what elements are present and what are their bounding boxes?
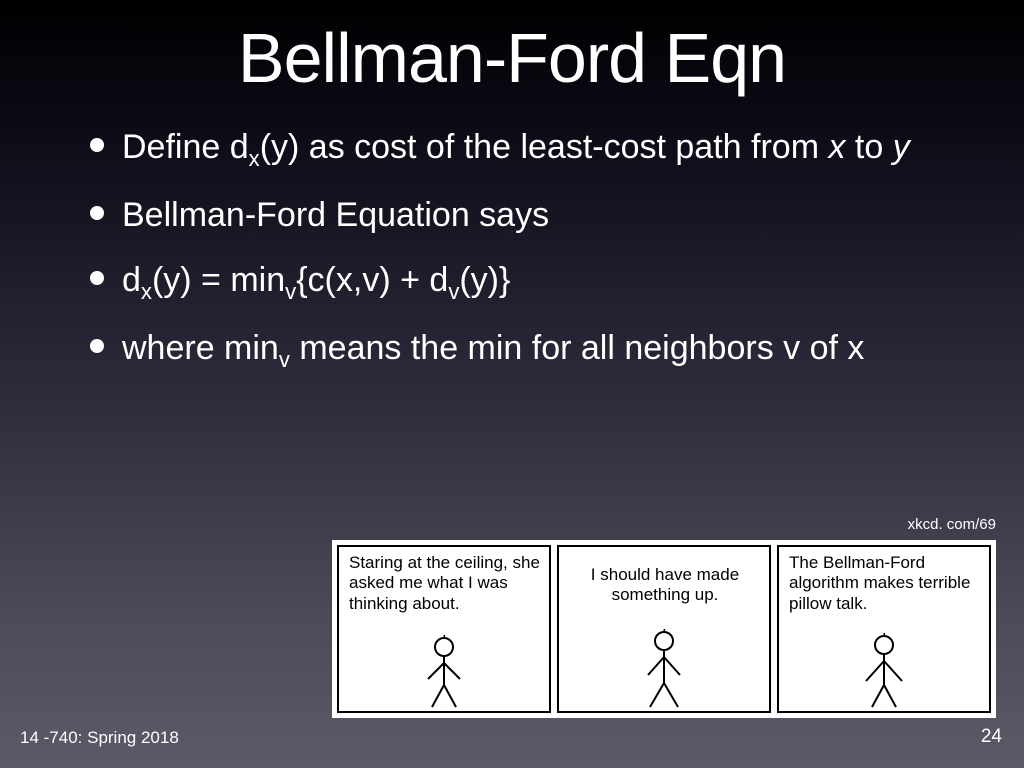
comic-panel: Staring at the ceiling, she asked me wha… <box>337 545 551 713</box>
bullet-list: Define dx(y) as cost of the least-cost p… <box>0 98 1024 374</box>
comic-panel: The Bellman-Ford algorithm makes terribl… <box>777 545 991 713</box>
comic-caption: Staring at the ceiling, she asked me wha… <box>339 547 549 614</box>
bullet-item: Bellman-Ford Equation says <box>90 194 964 237</box>
bullet-item: dx(y) = minv{c(x,v) + dv(y)} <box>90 259 964 305</box>
stick-figure-icon <box>862 633 906 709</box>
bullet-text: Bellman-Ford Equation says <box>122 194 549 237</box>
bullet-dot-icon <box>90 206 104 220</box>
bullet-dot-icon <box>90 138 104 152</box>
course-footer: 14 -740: Spring 2018 <box>20 728 179 748</box>
bullet-text: dx(y) = minv{c(x,v) + dv(y)} <box>122 259 510 305</box>
page-number: 24 <box>981 726 1002 748</box>
comic-strip: Staring at the ceiling, she asked me wha… <box>332 540 996 718</box>
bullet-dot-icon <box>90 339 104 353</box>
comic-caption: I should have made something up. <box>559 547 769 606</box>
comic-caption: The Bellman-Ford algorithm makes terribl… <box>779 547 989 614</box>
bullet-item: where minv means the min for all neighbo… <box>90 327 964 373</box>
stick-figure-icon <box>422 635 466 709</box>
bullet-dot-icon <box>90 271 104 285</box>
slide-title: Bellman-Ford Eqn <box>0 0 1024 98</box>
stick-figure-icon <box>642 629 686 709</box>
bullet-text: where minv means the min for all neighbo… <box>122 327 864 373</box>
bullet-text: Define dx(y) as cost of the least-cost p… <box>122 126 910 172</box>
image-credit: xkcd. com/69 <box>908 516 996 533</box>
bullet-item: Define dx(y) as cost of the least-cost p… <box>90 126 964 172</box>
comic-panel: I should have made something up. <box>557 545 771 713</box>
